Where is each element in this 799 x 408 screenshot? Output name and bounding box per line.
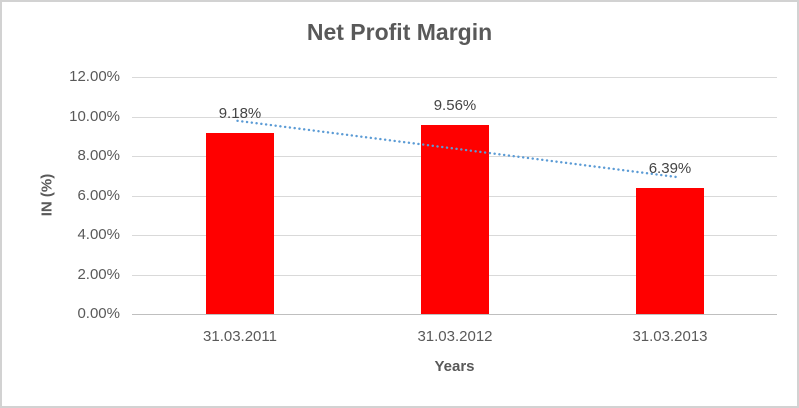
bar-31.03.2011 bbox=[206, 133, 274, 314]
data-label-31.03.2013: 6.39% bbox=[648, 160, 692, 177]
bar-31.03.2013 bbox=[636, 188, 704, 314]
y-tick-label: 6.00% bbox=[77, 187, 120, 204]
x-axis-line bbox=[132, 314, 777, 315]
x-tick-label: 31.03.2013 bbox=[632, 328, 708, 345]
x-tick-label: 31.03.2011 bbox=[203, 328, 277, 345]
data-label-31.03.2011: 9.18% bbox=[218, 105, 262, 122]
x-axis-title: Years bbox=[434, 358, 475, 375]
y-tick-label: 10.00% bbox=[69, 108, 120, 125]
chart-title: Net Profit Margin bbox=[306, 19, 493, 45]
y-tick-label: 0.00% bbox=[77, 305, 120, 322]
bar-31.03.2012 bbox=[421, 125, 489, 314]
gridline bbox=[132, 77, 777, 78]
y-tick-label: 12.00% bbox=[69, 68, 120, 85]
y-tick-label: 2.00% bbox=[77, 266, 120, 283]
data-label-31.03.2012: 9.56% bbox=[433, 97, 477, 114]
y-tick-label: 4.00% bbox=[77, 226, 120, 243]
x-tick-label: 31.03.2012 bbox=[417, 328, 493, 345]
y-tick-label: 8.00% bbox=[77, 147, 120, 164]
gridline bbox=[132, 117, 777, 118]
